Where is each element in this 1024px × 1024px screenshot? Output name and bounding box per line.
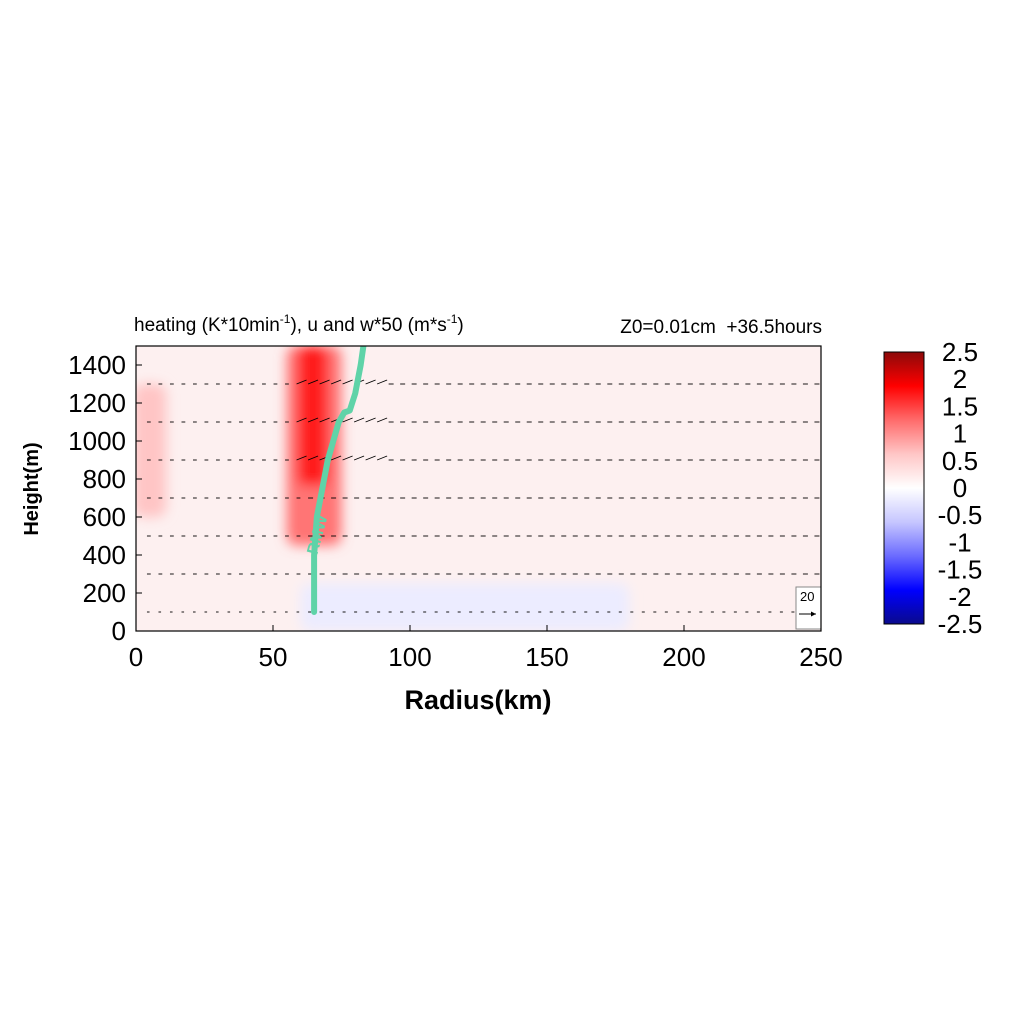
wind-vector (307, 417, 319, 423)
colorbar-tick-label: -0.5 (938, 500, 983, 530)
colorbar-tick-label: 1 (953, 419, 967, 449)
reference-vector: 20 (795, 586, 822, 630)
colorbar-tick-label: -1.5 (938, 555, 983, 585)
y-axis-label: Height(m) (21, 442, 43, 535)
wind-vector (365, 417, 376, 423)
colorbar-bar (883, 351, 925, 625)
y-tick-label: 600 (83, 502, 126, 532)
wind-vector (342, 417, 353, 423)
y-tick-label: 1400 (68, 350, 126, 380)
wind-vector (376, 417, 388, 423)
x-axis-label: Radius(km) (404, 685, 551, 715)
colorbar-tick-label: -2 (948, 582, 971, 612)
colorbar-tick-label: 2.5 (942, 337, 978, 367)
plot-frame (135, 345, 822, 632)
wind-vector (307, 455, 319, 461)
y-tick-label: 1200 (68, 388, 126, 418)
x-tick-label: 150 (525, 642, 568, 672)
x-tick-label: 0 (129, 642, 143, 672)
x-tick-label: 200 (662, 642, 705, 672)
wind-vector (342, 379, 353, 385)
chart-right-title: Z0=0.01cm +36.5hours (620, 317, 822, 338)
y-tick-label: 400 (83, 540, 126, 570)
reference-vector-arrowhead (811, 611, 816, 617)
wind-vector (376, 455, 388, 461)
wind-vector (353, 417, 365, 423)
x-tick-label: 100 (388, 642, 431, 672)
y-tick-label: 800 (83, 464, 126, 494)
wind-vector (296, 417, 307, 423)
y-axis: 0 200 400 600 800 1000 1200 1400 (68, 350, 142, 646)
vector-row (146, 417, 820, 423)
wind-vector (296, 455, 307, 461)
colorbar-tick-label: 1.5 (942, 391, 978, 421)
x-axis: 0 50 100 150 200 250 (129, 625, 843, 672)
plot-area: RMW 20 0 50 100 150 200 250 02004006008001000… (68, 345, 843, 672)
colorbar-tick-label: -1 (948, 527, 971, 557)
wind-vector (330, 455, 342, 461)
rmw-line (311, 346, 367, 615)
heating-feature-1 (136, 384, 167, 517)
colorbar-tick-label: 0.5 (942, 446, 978, 476)
wind-vector (307, 379, 319, 385)
heating-features (136, 346, 630, 631)
wind-vector (353, 455, 365, 461)
x-tick-label: 50 (259, 642, 288, 672)
wind-vector (296, 379, 307, 385)
reference-vector-label: 20 (800, 589, 814, 604)
colorbar-labels: 2.521.510.50-0.5-1-1.5-2-2.5 (938, 337, 983, 639)
wind-vector (365, 379, 376, 385)
heating-core-0 (297, 346, 328, 486)
wind-vector (376, 379, 388, 385)
colorbar-tick-label: 0 (953, 473, 967, 503)
heating-feature-2 (300, 583, 630, 631)
wind-vector (365, 455, 376, 461)
x-tick-label: 250 (799, 642, 842, 672)
vector-row (146, 455, 820, 461)
colorbar: 2.521.510.50-0.5-1-1.5-2-2.5 (883, 337, 983, 639)
wind-vectors (146, 379, 820, 613)
vector-row (146, 379, 820, 385)
wind-vector (342, 455, 353, 461)
chart-title: heating (K*10min-1), u and w*50 (m*s-1) (134, 312, 464, 336)
reference-vector-box (795, 586, 822, 630)
heating-field (136, 346, 821, 631)
y-tick-label: 1000 (68, 426, 126, 456)
wind-vector (319, 379, 330, 385)
colorbar-tick-label: -2.5 (938, 609, 983, 639)
wind-vector (319, 417, 330, 423)
y-tick-label: 200 (83, 578, 126, 608)
wind-vector (330, 379, 342, 385)
y-tick-label: 0 (112, 616, 126, 646)
colorbar-tick-label: 2 (953, 364, 967, 394)
